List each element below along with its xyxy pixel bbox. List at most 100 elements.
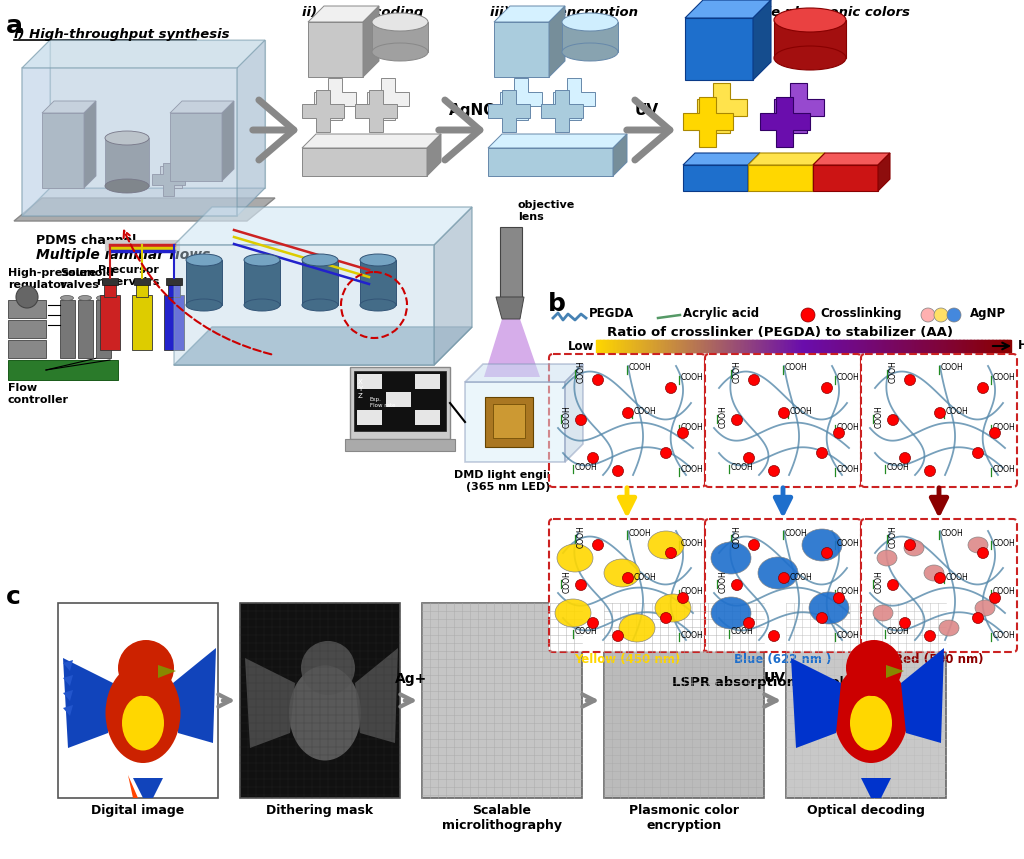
Polygon shape [63, 658, 113, 748]
Polygon shape [484, 319, 540, 377]
Ellipse shape [555, 599, 591, 627]
Text: Optical decoding: Optical decoding [807, 804, 925, 817]
Polygon shape [753, 0, 771, 80]
Ellipse shape [774, 8, 846, 32]
Text: COOH: COOH [993, 588, 1016, 596]
Polygon shape [244, 260, 280, 305]
Circle shape [934, 308, 948, 322]
Polygon shape [160, 155, 193, 188]
Text: COOH: COOH [887, 628, 909, 637]
Bar [357, 410, 382, 425]
Polygon shape [22, 40, 50, 216]
Circle shape [821, 382, 833, 393]
Text: COOH: COOH [681, 466, 703, 474]
Text: COOH: COOH [946, 572, 969, 582]
Circle shape [989, 593, 1000, 604]
Text: COOH: COOH [874, 405, 884, 429]
Circle shape [904, 539, 915, 551]
Circle shape [593, 375, 603, 386]
FancyBboxPatch shape [861, 354, 1017, 487]
Polygon shape [791, 658, 841, 748]
Polygon shape [308, 6, 379, 22]
Bar [8, 360, 118, 380]
Circle shape [660, 612, 672, 624]
Polygon shape [748, 153, 825, 165]
Circle shape [899, 453, 910, 464]
Bar [240, 603, 400, 798]
Ellipse shape [302, 299, 338, 311]
Bar [345, 439, 455, 451]
Circle shape [588, 453, 598, 464]
Circle shape [743, 618, 755, 629]
Ellipse shape [924, 565, 944, 581]
Text: COOH: COOH [837, 466, 860, 474]
Text: Multiple laminar flows: Multiple laminar flows [36, 248, 210, 262]
Bar [357, 374, 382, 389]
Circle shape [588, 618, 598, 629]
Polygon shape [434, 207, 472, 365]
Polygon shape [128, 775, 138, 798]
Bar [386, 392, 411, 407]
Text: COOH: COOH [993, 631, 1016, 639]
Bar [102, 278, 118, 285]
Text: COOH: COOH [946, 407, 969, 417]
Polygon shape [170, 113, 222, 181]
Text: COOH: COOH [731, 462, 754, 472]
Text: Digital image: Digital image [91, 804, 184, 817]
Polygon shape [813, 165, 878, 191]
Text: DMD light engine
(365 nm LED): DMD light engine (365 nm LED) [454, 470, 562, 491]
Polygon shape [541, 90, 583, 132]
Text: COOH: COOH [941, 363, 964, 373]
Circle shape [301, 641, 355, 695]
Ellipse shape [904, 540, 924, 556]
Polygon shape [774, 83, 824, 133]
Bar [415, 374, 440, 389]
Ellipse shape [877, 550, 897, 566]
Polygon shape [308, 22, 362, 77]
Circle shape [749, 375, 760, 386]
Ellipse shape [834, 663, 908, 763]
Polygon shape [613, 134, 627, 176]
Ellipse shape [79, 295, 91, 301]
Polygon shape [245, 658, 295, 748]
Circle shape [575, 415, 587, 425]
Text: COOH: COOH [629, 363, 651, 373]
Bar [500, 227, 522, 297]
Ellipse shape [372, 43, 428, 61]
Text: AgNO₃: AgNO₃ [449, 103, 504, 118]
Text: COOH: COOH [577, 361, 586, 383]
Circle shape [925, 631, 936, 642]
Bar [96, 300, 111, 358]
Ellipse shape [186, 254, 222, 266]
Text: COOH: COOH [733, 526, 742, 548]
Text: COOH: COOH [837, 631, 860, 639]
Polygon shape [158, 665, 176, 678]
Text: PEGDA: PEGDA [589, 307, 634, 320]
Polygon shape [105, 138, 150, 186]
Circle shape [678, 428, 688, 438]
Bar [134, 278, 150, 285]
Polygon shape [314, 78, 356, 120]
Circle shape [816, 612, 827, 624]
Circle shape [947, 308, 961, 322]
Polygon shape [367, 78, 409, 120]
Text: Solenoid
valves: Solenoid valves [60, 268, 114, 289]
Circle shape [731, 415, 742, 425]
Text: COOH: COOH [887, 462, 909, 472]
Text: COOH: COOH [733, 361, 742, 383]
Ellipse shape [60, 295, 74, 301]
Text: COOH: COOH [790, 572, 813, 582]
FancyBboxPatch shape [705, 354, 861, 487]
Circle shape [978, 382, 988, 393]
Polygon shape [488, 134, 627, 148]
Circle shape [666, 547, 677, 558]
Text: COOH: COOH [575, 628, 598, 637]
Polygon shape [878, 153, 890, 191]
Text: COOH: COOH [993, 466, 1016, 474]
Text: Red (500 nm): Red (500 nm) [894, 653, 984, 666]
Polygon shape [355, 648, 398, 743]
Ellipse shape [105, 131, 150, 145]
Circle shape [768, 631, 779, 642]
Polygon shape [683, 165, 748, 191]
Polygon shape [50, 40, 265, 188]
